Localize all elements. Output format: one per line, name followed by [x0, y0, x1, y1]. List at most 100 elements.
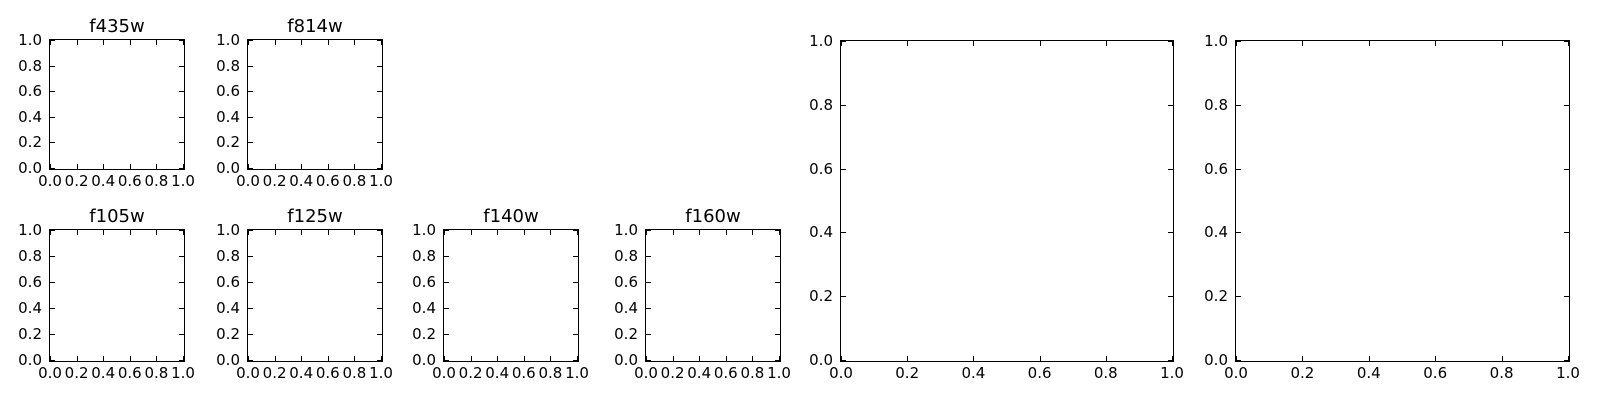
x-tick-bottom	[301, 356, 302, 361]
x-tick-top	[907, 41, 908, 46]
y-tick-left	[50, 117, 55, 118]
x-tick-label: 1.0	[1160, 364, 1184, 382]
x-tick-label: 0.6	[1027, 364, 1052, 382]
y-tick-label: 1.0	[216, 221, 240, 239]
x-tick-bottom	[1502, 356, 1503, 361]
x-tick-label: 0.4	[91, 364, 116, 382]
y-tick-right	[1564, 105, 1569, 106]
y-tick-label: 0.6	[1204, 159, 1228, 178]
x-tick-top	[550, 230, 551, 235]
axes-f125w	[247, 229, 383, 362]
x-tick-bottom	[1106, 356, 1107, 361]
x-tick-label: 0.0	[829, 364, 853, 382]
x-tick-label: 0.2	[64, 172, 89, 190]
y-tick-left	[50, 91, 55, 92]
y-tick-label: 0.0	[216, 159, 240, 177]
x-tick-label: 0.2	[262, 364, 287, 382]
x-tick-top	[183, 40, 184, 45]
x-tick-top	[646, 230, 647, 235]
y-tick-right	[1564, 296, 1569, 297]
y-tick-label: 1.0	[18, 31, 42, 49]
axes-title-f125w: f125w	[287, 206, 343, 227]
x-tick-label: 1.0	[369, 172, 393, 190]
x-tick-bottom	[275, 356, 276, 361]
x-tick-label: 1.0	[1556, 364, 1580, 382]
y-tick-left	[50, 256, 55, 257]
y-tick-left	[248, 168, 253, 169]
x-tick-bottom	[1302, 356, 1303, 361]
x-tick-label: 0.2	[660, 364, 685, 382]
x-tick-label: 0.4	[91, 172, 116, 190]
y-tick-left	[50, 230, 55, 231]
y-tick-label: 0.8	[412, 247, 436, 265]
x-tick-label: 0.0	[1224, 364, 1248, 382]
x-tick-label: 0.8	[342, 172, 367, 190]
x-tick-top	[497, 230, 498, 235]
x-tick-label: 0.4	[687, 364, 712, 382]
y-tick-label: 0.4	[614, 299, 638, 317]
y-tick-label: 0.6	[412, 273, 436, 291]
y-tick-left	[646, 334, 651, 335]
x-tick-label: 0.6	[117, 172, 142, 190]
x-tick-bottom	[1435, 356, 1436, 361]
y-tick-left	[50, 282, 55, 283]
x-tick-top	[301, 40, 302, 45]
y-tick-label: 0.6	[216, 273, 240, 291]
y-tick-right	[1564, 169, 1569, 170]
x-tick-bottom	[248, 164, 249, 169]
x-tick-top	[1172, 41, 1173, 46]
y-tick-label: 0.4	[412, 299, 436, 317]
y-tick-right	[179, 66, 184, 67]
x-tick-top	[328, 40, 329, 45]
x-tick-top	[156, 40, 157, 45]
y-tick-left	[50, 66, 55, 67]
y-tick-right	[377, 360, 382, 361]
y-tick-label: 0.2	[1204, 287, 1228, 306]
x-tick-bottom	[381, 164, 382, 169]
y-tick-right	[377, 282, 382, 283]
x-tick-label: 0.8	[144, 172, 169, 190]
x-tick-bottom	[1236, 356, 1237, 361]
y-tick-label: 0.2	[216, 133, 240, 152]
y-tick-right	[1564, 360, 1569, 361]
y-tick-label: 0.8	[18, 247, 42, 265]
y-tick-right	[775, 256, 780, 257]
x-tick-top	[471, 230, 472, 235]
y-tick-right	[179, 256, 184, 257]
axes-title-f435w: f435w	[89, 16, 145, 37]
y-tick-label: 0.4	[18, 107, 42, 126]
x-tick-label: 0.8	[740, 364, 765, 382]
x-tick-label: 1.0	[369, 364, 393, 382]
x-tick-top	[156, 230, 157, 235]
x-tick-label: 0.6	[117, 364, 142, 382]
y-tick-label: 0.0	[412, 351, 436, 369]
x-tick-label: 0.0	[38, 172, 62, 190]
y-tick-left	[646, 360, 651, 361]
y-tick-right	[377, 334, 382, 335]
y-tick-left	[248, 142, 253, 143]
y-tick-right	[377, 66, 382, 67]
x-tick-top	[752, 230, 753, 235]
x-tick-top	[524, 230, 525, 235]
y-tick-label: 0.0	[216, 351, 240, 369]
x-tick-top	[1435, 41, 1436, 46]
x-tick-bottom	[907, 356, 908, 361]
y-tick-left	[1236, 41, 1241, 42]
y-tick-left	[248, 66, 253, 67]
y-tick-left	[841, 41, 846, 42]
x-tick-top	[354, 230, 355, 235]
y-tick-left	[841, 169, 846, 170]
y-tick-left	[444, 230, 449, 231]
y-tick-label: 0.8	[614, 247, 638, 265]
x-tick-top	[1302, 41, 1303, 46]
x-tick-label: 0.6	[1423, 364, 1448, 382]
x-tick-label: 0.2	[895, 364, 920, 382]
y-tick-label: 1.0	[614, 221, 638, 239]
y-tick-right	[1168, 41, 1173, 42]
x-tick-top	[577, 230, 578, 235]
x-tick-bottom	[77, 164, 78, 169]
y-tick-label: 0.4	[1204, 223, 1228, 242]
x-tick-label: 0.4	[485, 364, 510, 382]
y-tick-label: 0.6	[18, 82, 42, 101]
x-tick-bottom	[524, 356, 525, 361]
